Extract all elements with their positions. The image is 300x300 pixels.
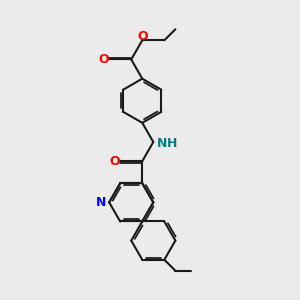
Text: N: N	[157, 136, 167, 150]
Text: H: H	[167, 136, 177, 150]
Text: O: O	[110, 155, 120, 168]
Text: O: O	[137, 31, 148, 44]
Text: O: O	[98, 53, 109, 66]
Text: N: N	[95, 196, 106, 209]
